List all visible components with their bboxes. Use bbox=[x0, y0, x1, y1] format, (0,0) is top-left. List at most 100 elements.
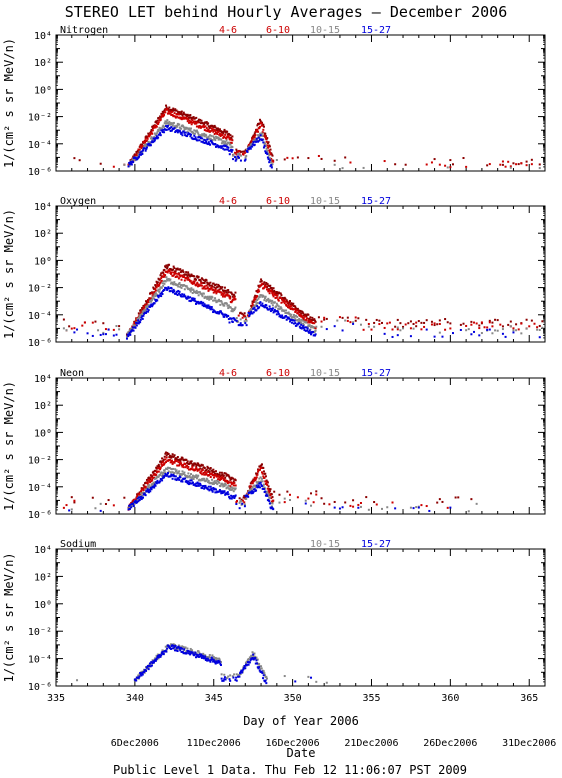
data-point bbox=[267, 493, 270, 496]
data-point bbox=[150, 488, 153, 491]
data-point bbox=[241, 312, 244, 315]
data-point bbox=[296, 315, 299, 318]
data-point bbox=[191, 282, 194, 285]
data-point bbox=[277, 312, 280, 315]
data-point bbox=[192, 477, 195, 480]
data-point bbox=[206, 283, 209, 286]
data-point bbox=[295, 309, 298, 312]
plot-frame bbox=[55, 34, 546, 172]
data-point bbox=[165, 451, 168, 454]
data-point bbox=[201, 137, 204, 140]
data-point bbox=[205, 304, 208, 307]
data-point bbox=[301, 316, 304, 319]
data-point bbox=[212, 468, 215, 471]
data-point bbox=[204, 280, 207, 283]
data-point bbox=[214, 488, 217, 491]
data-point bbox=[203, 285, 206, 288]
data-point bbox=[133, 502, 136, 505]
data-point bbox=[220, 474, 223, 477]
data-point bbox=[496, 319, 499, 322]
data-point bbox=[206, 287, 209, 290]
data-point bbox=[304, 499, 307, 502]
data-point bbox=[333, 159, 336, 162]
data-point bbox=[173, 272, 176, 275]
data-point bbox=[307, 330, 310, 333]
data-point bbox=[147, 132, 150, 135]
data-point bbox=[470, 323, 473, 326]
data-point bbox=[186, 481, 189, 484]
data-point bbox=[249, 147, 252, 150]
data-point bbox=[166, 647, 169, 650]
data-point bbox=[259, 138, 262, 141]
data-point bbox=[220, 293, 223, 296]
data-point bbox=[148, 488, 151, 491]
y-axis-label: 1/(cm² s sr MeV/n) bbox=[2, 209, 16, 339]
data-point bbox=[512, 329, 515, 332]
data-point bbox=[195, 466, 198, 469]
data-point bbox=[232, 482, 235, 485]
data-point bbox=[283, 497, 286, 500]
data-point bbox=[305, 321, 308, 324]
data-point bbox=[186, 135, 189, 138]
data-point bbox=[280, 294, 283, 297]
data-point bbox=[462, 322, 465, 325]
data-point bbox=[212, 311, 215, 314]
data-point bbox=[208, 655, 211, 658]
data-point bbox=[166, 126, 169, 129]
data-point bbox=[204, 305, 207, 308]
data-point bbox=[228, 321, 231, 324]
data-point bbox=[209, 308, 212, 311]
y-tick-label: 10⁻⁴ bbox=[28, 483, 52, 494]
data-point bbox=[248, 145, 251, 148]
data-point bbox=[260, 480, 263, 483]
data-point bbox=[269, 165, 272, 168]
data-point bbox=[255, 137, 258, 140]
data-point bbox=[449, 159, 452, 162]
data-point bbox=[288, 493, 291, 496]
data-point bbox=[177, 471, 180, 474]
data-point bbox=[478, 324, 481, 327]
data-point bbox=[263, 672, 266, 675]
data-point bbox=[283, 296, 286, 299]
data-point bbox=[491, 332, 494, 335]
data-point bbox=[273, 293, 276, 296]
data-point bbox=[230, 148, 233, 151]
data-point bbox=[214, 662, 217, 665]
data-point bbox=[257, 482, 260, 485]
data-point bbox=[227, 474, 230, 477]
data-point bbox=[473, 330, 476, 333]
data-point bbox=[375, 503, 378, 506]
data-point bbox=[430, 161, 433, 164]
data-point bbox=[194, 121, 197, 124]
data-point bbox=[192, 280, 195, 283]
data-point bbox=[538, 167, 541, 170]
data-point bbox=[128, 504, 131, 507]
data-point bbox=[271, 291, 274, 294]
data-point bbox=[139, 312, 142, 315]
data-point bbox=[267, 498, 270, 501]
data-point bbox=[285, 315, 288, 318]
data-point bbox=[243, 505, 246, 508]
data-points bbox=[73, 104, 541, 170]
data-point bbox=[182, 125, 185, 128]
data-point bbox=[237, 149, 240, 152]
data-point bbox=[213, 476, 216, 479]
data-point bbox=[161, 457, 164, 460]
data-point bbox=[150, 292, 153, 295]
data-point bbox=[333, 325, 336, 328]
data-point bbox=[189, 652, 192, 655]
data-point bbox=[265, 281, 268, 284]
data-point bbox=[175, 646, 178, 649]
data-point bbox=[488, 319, 491, 322]
data-point bbox=[260, 132, 263, 135]
data-point bbox=[157, 296, 160, 299]
data-point bbox=[255, 309, 258, 312]
data-point bbox=[62, 506, 65, 509]
data-point bbox=[158, 284, 161, 287]
data-point bbox=[260, 485, 263, 488]
data-point bbox=[213, 132, 216, 135]
data-point bbox=[260, 466, 263, 469]
data-point bbox=[143, 140, 146, 143]
data-point bbox=[282, 300, 285, 303]
data-point bbox=[433, 158, 436, 161]
